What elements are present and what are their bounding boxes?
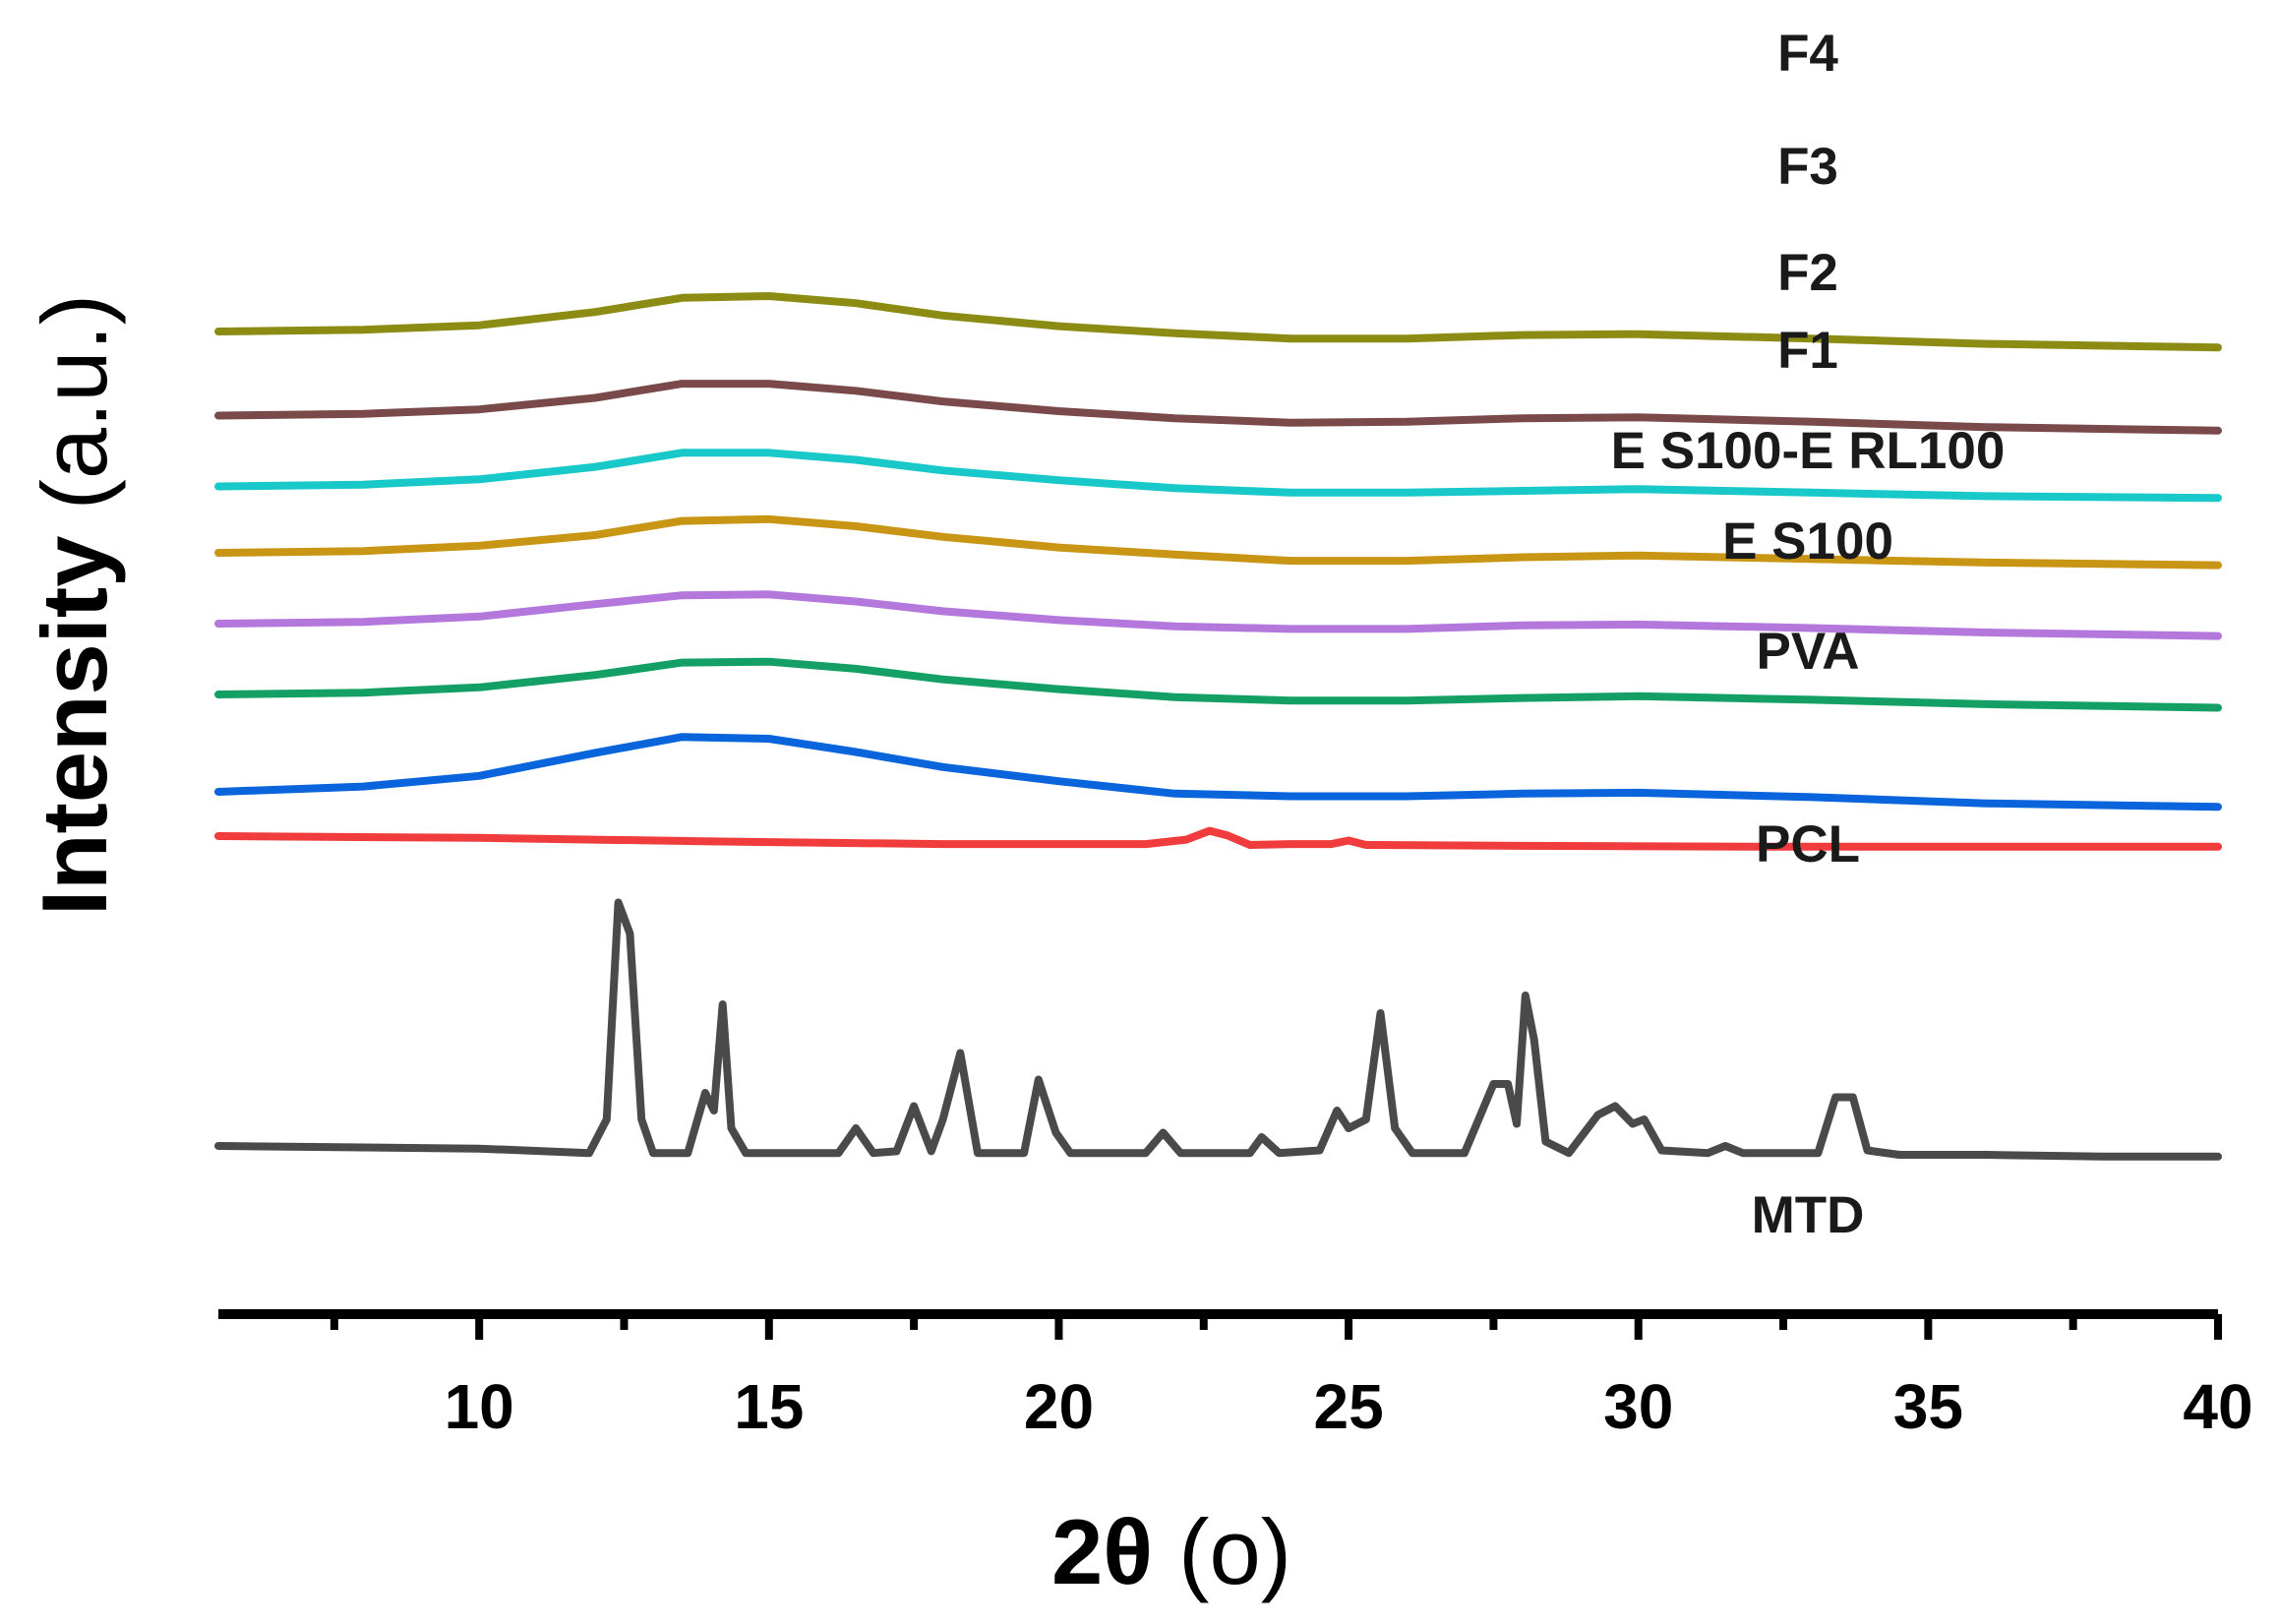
x-tick-label-30: 30 bbox=[1603, 1371, 1673, 1442]
series-label-mtd: MTD bbox=[1752, 1186, 1865, 1244]
series-label-f3: F3 bbox=[1777, 138, 1838, 196]
x-tick-label-20: 20 bbox=[1024, 1371, 1094, 1442]
x-axis-title: 2θ (o) bbox=[1051, 1500, 1291, 1603]
series-line-f1 bbox=[214, 514, 2222, 570]
series-label-f2: F2 bbox=[1777, 244, 1838, 302]
y-axis-title-text: Intensity bbox=[23, 536, 126, 917]
series-traces bbox=[214, 292, 2222, 1161]
series-label-f1: F1 bbox=[1777, 322, 1838, 380]
series-labels: F4 F3 F2 F1 E S100-E RL100 E S100 PVA PCL MTD bbox=[1611, 25, 2006, 1244]
y-axis-title: Intensity (a.u.) bbox=[23, 294, 126, 916]
series-line-pcl bbox=[214, 826, 2222, 851]
series-label-pva: PVA bbox=[1756, 623, 1859, 681]
series-label-f4: F4 bbox=[1777, 25, 1838, 83]
series-line-pva bbox=[214, 733, 2222, 812]
y-axis-title-unit: (a.u.) bbox=[23, 294, 126, 510]
series-line-e-s100 bbox=[214, 657, 2222, 712]
x-axis: 10 15 20 25 30 35 40 bbox=[218, 1309, 2253, 1442]
x-tick-label-25: 25 bbox=[1313, 1371, 1383, 1442]
x-axis-title-unit: (o) bbox=[1178, 1500, 1291, 1603]
series-line-e-s100-e-rl100 bbox=[214, 590, 2222, 640]
series-line-f4 bbox=[214, 292, 2222, 352]
x-tick-label-10: 10 bbox=[445, 1371, 514, 1442]
series-label-e-s100: E S100 bbox=[1722, 512, 1893, 571]
series-label-pcl: PCL bbox=[1756, 815, 1860, 873]
x-tick-label-40: 40 bbox=[2183, 1371, 2252, 1442]
x-tick-label-15: 15 bbox=[734, 1371, 804, 1442]
x-axis-title-text: 2θ bbox=[1051, 1500, 1153, 1603]
series-label-e-s100-e-rl100: E S100-E RL100 bbox=[1611, 422, 2006, 480]
x-tick-label-35: 35 bbox=[1893, 1371, 1963, 1442]
series-line-f3 bbox=[214, 380, 2222, 435]
x-ticks: 10 15 20 25 30 35 40 bbox=[330, 1314, 2253, 1442]
series-line-f2 bbox=[214, 449, 2222, 503]
series-line-mtd bbox=[214, 898, 2222, 1161]
